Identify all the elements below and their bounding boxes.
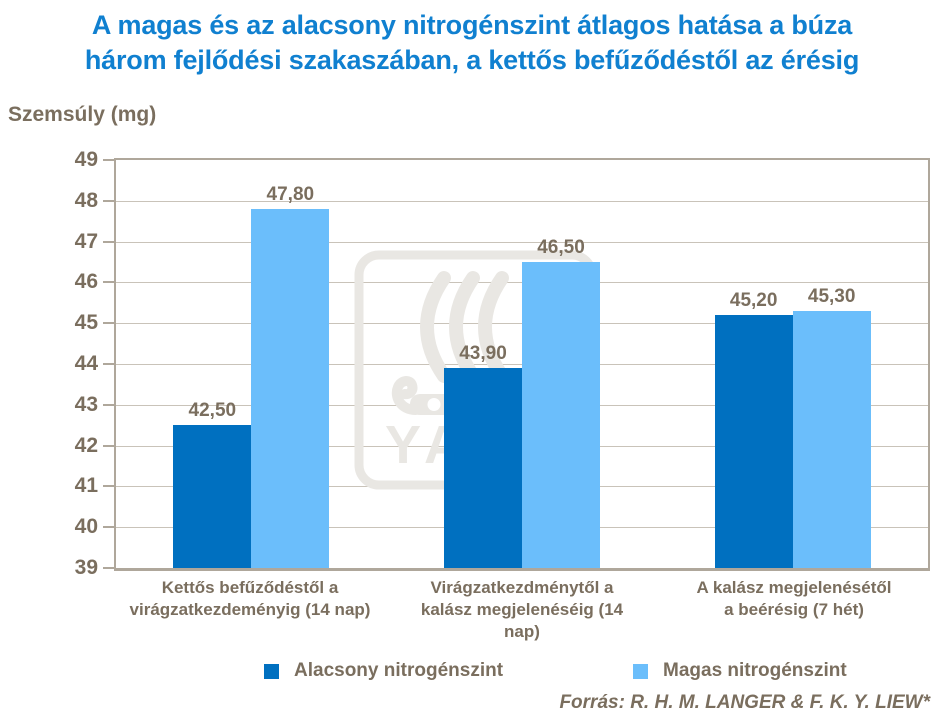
- y-tick-mark: [103, 444, 116, 447]
- legend-item-alacsony: Alacsony nitrogénszint: [264, 660, 503, 682]
- bar-value-label: 42,50: [188, 400, 237, 422]
- y-tick-mark: [103, 485, 116, 488]
- bar-value-label: 45,30: [807, 285, 856, 307]
- legend-swatch-dark-blue: [264, 663, 279, 679]
- plot-area: YARA 494847464544434241403942,5047,8043,…: [75, 148, 930, 579]
- y-tick-label: 42: [74, 433, 98, 457]
- y-tick-label: 41: [74, 474, 98, 498]
- gridline: [116, 200, 928, 202]
- y-tick-label: 47: [74, 229, 98, 253]
- y-tick-label: 39: [74, 556, 98, 579]
- category-label-line: nap): [504, 622, 540, 641]
- category-label-line: a beérésig (7 hét): [724, 600, 864, 619]
- chart-title-line1: A magas és az alacsony nitrogénszint átl…: [91, 10, 853, 40]
- bar-value-label: 45,20: [729, 290, 778, 312]
- y-tick-mark: [103, 159, 116, 161]
- y-tick-label: 43: [74, 392, 98, 416]
- y-tick-mark: [103, 526, 116, 529]
- bar: [251, 208, 330, 568]
- y-tick-label: 44: [74, 352, 98, 375]
- bar-value-label: 43,90: [459, 343, 507, 365]
- category-label-line: A kalász megjelenésétől: [696, 578, 892, 597]
- bar-value-label: 47,80: [266, 183, 315, 205]
- y-tick-label: 46: [74, 270, 98, 294]
- bar: [522, 262, 600, 568]
- category-label: A kalász megjelenésétől a beérésig (7 hét…: [658, 577, 930, 641]
- bar: [173, 425, 252, 568]
- y-tick-mark: [103, 240, 116, 243]
- y-tick-mark: [103, 363, 116, 365]
- y-tick-mark: [103, 322, 116, 325]
- source-credit: Forrás: R. H. M. LANGER & F. K. Y. LIEW*: [559, 692, 930, 713]
- legend-swatch-light-blue: [633, 663, 648, 679]
- y-tick-label: 45: [74, 311, 98, 335]
- bar: [714, 315, 793, 568]
- y-tick-mark: [103, 199, 116, 202]
- gridline: [116, 241, 928, 243]
- y-axis-label: Szemsúly (mg): [8, 103, 157, 126]
- y-tick-label: 40: [74, 515, 98, 539]
- category-label-line: Kettős befűződéstől a: [161, 578, 339, 597]
- x-axis-category-labels: Kettős befűződéstől a virágzatkezdeményig…: [114, 577, 930, 641]
- y-tick-mark: [103, 567, 116, 569]
- bar: [792, 310, 871, 568]
- bar: [444, 368, 522, 568]
- bar-value-label: 46,50: [537, 237, 585, 258]
- category-label-line: Virágzatkezdménytől a: [430, 578, 614, 597]
- category-label-line: kalász megjelenéséig (14: [420, 600, 624, 619]
- legend-item-magas: Magas nitrogénszint: [633, 660, 847, 682]
- chart-title: A magas és az alacsony nitrogénszint átl…: [0, 8, 944, 78]
- y-tick-mark: [103, 403, 116, 406]
- category-label: Kettős befűződéstől a virágzatkezdeményig…: [114, 577, 386, 641]
- y-tick-label: 48: [74, 188, 98, 212]
- chart-title-line2: három fejlődési szakaszában, a kettős be…: [84, 45, 860, 75]
- y-tick-label: 49: [74, 148, 98, 171]
- legend-label: Magas nitrogénszint: [663, 660, 847, 681]
- y-tick-mark: [103, 281, 116, 284]
- category-label-line: virágzatkezdeményig (14 nap): [129, 600, 371, 619]
- legend-label: Alacsony nitrogénszint: [294, 660, 504, 681]
- category-label: Virágzatkezdménytől a kalász megjelenéséi…: [386, 577, 658, 641]
